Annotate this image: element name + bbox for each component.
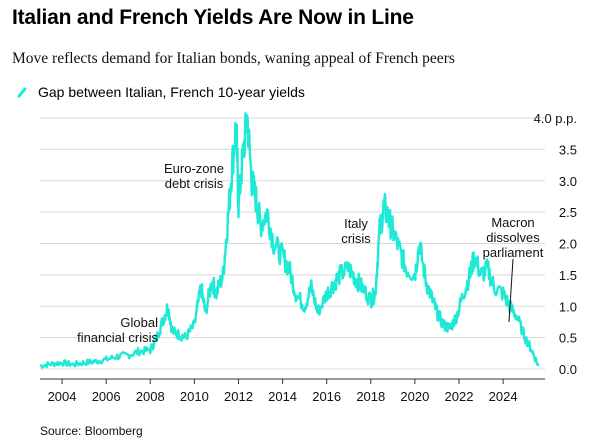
annotation-text: Macron [491,215,534,230]
x-tick-label: 2008 [136,389,165,404]
y-tick-label: 4.0 p.p. [534,111,577,126]
source-note: Source: Bloomberg [40,424,143,438]
y-tick-label: 0.0 [559,362,577,377]
annotation-text: crisis [341,231,371,246]
chart-subtitle: Move reflects demand for Italian bonds, … [12,50,455,67]
y-tick-label: 1.0 [559,299,577,314]
annotation-text: debt crisis [165,176,224,191]
y-tick-label: 1.5 [559,268,577,283]
x-tick-label: 2014 [268,389,297,404]
series-line-italy-france-gap [39,112,540,369]
y-tick-label: 3.0 [559,174,577,189]
x-tick-label: 2022 [445,389,474,404]
y-tick-label: 2.5 [559,205,577,220]
annotation-text: financial crisis [77,330,158,345]
x-tick-label: 2020 [400,389,429,404]
x-tick-label: 2004 [48,389,77,404]
chart-title: Italian and French Yields Are Now in Lin… [12,6,414,29]
x-tick-label: 2016 [312,389,341,404]
annotation-text: parliament [483,245,544,260]
annotation-text: dissolves [486,230,540,245]
x-tick-label: 2012 [224,389,253,404]
x-tick-label: 2010 [180,389,209,404]
y-tick-label: 0.5 [559,331,577,346]
legend-label: Gap between Italian, French 10-year yiel… [38,84,305,100]
x-tick-label: 2006 [92,389,121,404]
x-tick-label: 2018 [356,389,385,404]
annotation-leader-line [508,258,514,323]
annotation-text: Global [120,315,158,330]
x-tick-label: 2024 [489,389,518,404]
annotation-text: Euro-zone [164,161,224,176]
annotation-text: Italy [344,216,368,231]
y-tick-label: 3.5 [559,142,577,157]
y-tick-label: 2.0 [559,237,577,252]
legend: Gap between Italian, French 10-year yiel… [12,84,305,100]
